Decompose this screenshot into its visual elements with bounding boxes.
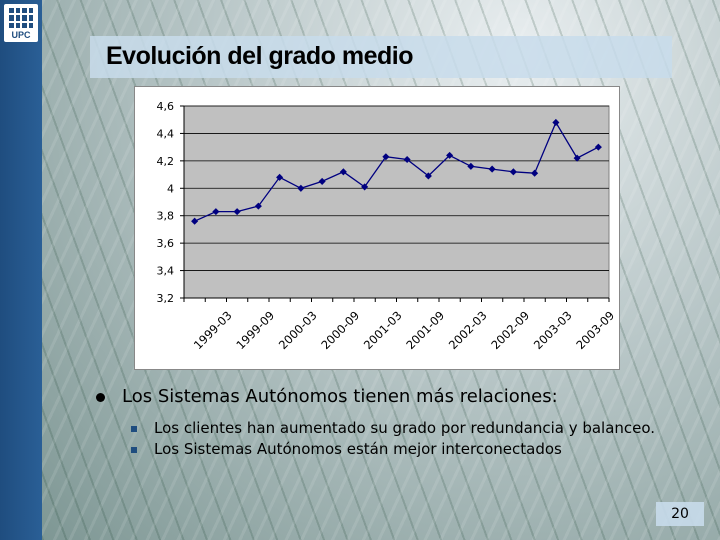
data-point [573, 154, 581, 162]
data-point [382, 153, 390, 161]
y-tick-label: 4,2 [157, 155, 175, 168]
data-point [212, 208, 220, 216]
sub-bullet-text: Los clientes han aumentado su grado por … [154, 419, 656, 437]
x-tick-label: 1999-09 [233, 308, 277, 352]
x-tick-label: 2002-09 [488, 308, 532, 352]
left-strip [0, 0, 42, 540]
y-tick-label: 4,6 [157, 100, 175, 113]
x-tick-label: 2003-09 [573, 308, 617, 352]
y-tick-label: 3,2 [157, 292, 175, 305]
logo-text: UPC [11, 30, 31, 40]
data-point [594, 143, 602, 151]
data-point [467, 162, 475, 170]
x-tick-label: 2001-09 [403, 308, 447, 352]
chart-svg: 3,23,43,63,844,24,44,61999-031999-092000… [157, 100, 618, 352]
upc-logo: UPC [4, 4, 38, 42]
data-point [552, 118, 560, 126]
logo-grid-icon [9, 8, 33, 28]
data-point [297, 184, 305, 192]
sub-bullet-text: Los Sistemas Autónomos están mejor inter… [154, 440, 562, 458]
y-tick-label: 4 [167, 182, 174, 195]
slide-title: Evolución del grado medio [106, 42, 413, 70]
sub-bullet-item: Los Sistemas Autónomos están mejor inter… [92, 439, 702, 460]
sub-bullet-item: Los clientes han aumentado su grado por … [92, 418, 702, 439]
data-point [318, 177, 326, 185]
bullet-main-text: Los Sistemas Autónomos tienen más relaci… [122, 386, 558, 407]
data-point [488, 165, 496, 173]
chart: 3,2 3,4 3,6 3,8 4 4,2 4,4 4,6 1999-03 1999-09 2000… [134, 86, 620, 370]
data-point [424, 172, 432, 180]
y-tick-label: 3,8 [157, 210, 175, 223]
y-tick-label: 4,4 [157, 127, 175, 140]
data-point [276, 173, 284, 181]
data-point [191, 217, 199, 225]
x-tick-label: 2001-03 [361, 308, 405, 352]
bullet-list: Los Sistemas Autónomos tienen más relaci… [92, 384, 702, 460]
bullet-dot-icon [96, 393, 105, 402]
x-tick-label: 2003-03 [531, 308, 575, 352]
page-number: 20 [656, 502, 704, 526]
x-tick-label: 2000-09 [318, 308, 362, 352]
data-point [509, 168, 517, 176]
data-point [446, 151, 454, 159]
x-tick-label: 2002-03 [446, 308, 490, 352]
data-point [254, 202, 262, 210]
bullet-main: Los Sistemas Autónomos tienen más relaci… [92, 384, 702, 410]
sub-bullet-list: Los clientes han aumentado su grado por … [92, 418, 702, 460]
square-bullet-icon [131, 426, 137, 432]
series-line [194, 121, 599, 222]
y-tick-label: 3,6 [157, 237, 175, 250]
plot-area [183, 105, 610, 299]
data-point [361, 183, 369, 191]
data-point [403, 155, 411, 164]
data-point [233, 208, 241, 216]
y-tick-label: 3,4 [157, 265, 175, 278]
title-box [90, 36, 672, 78]
square-bullet-icon [131, 447, 137, 453]
x-tick-label: 1999-03 [191, 308, 235, 352]
data-point [339, 168, 347, 176]
x-tick-label: 2000-03 [276, 308, 320, 352]
data-point [531, 169, 539, 177]
